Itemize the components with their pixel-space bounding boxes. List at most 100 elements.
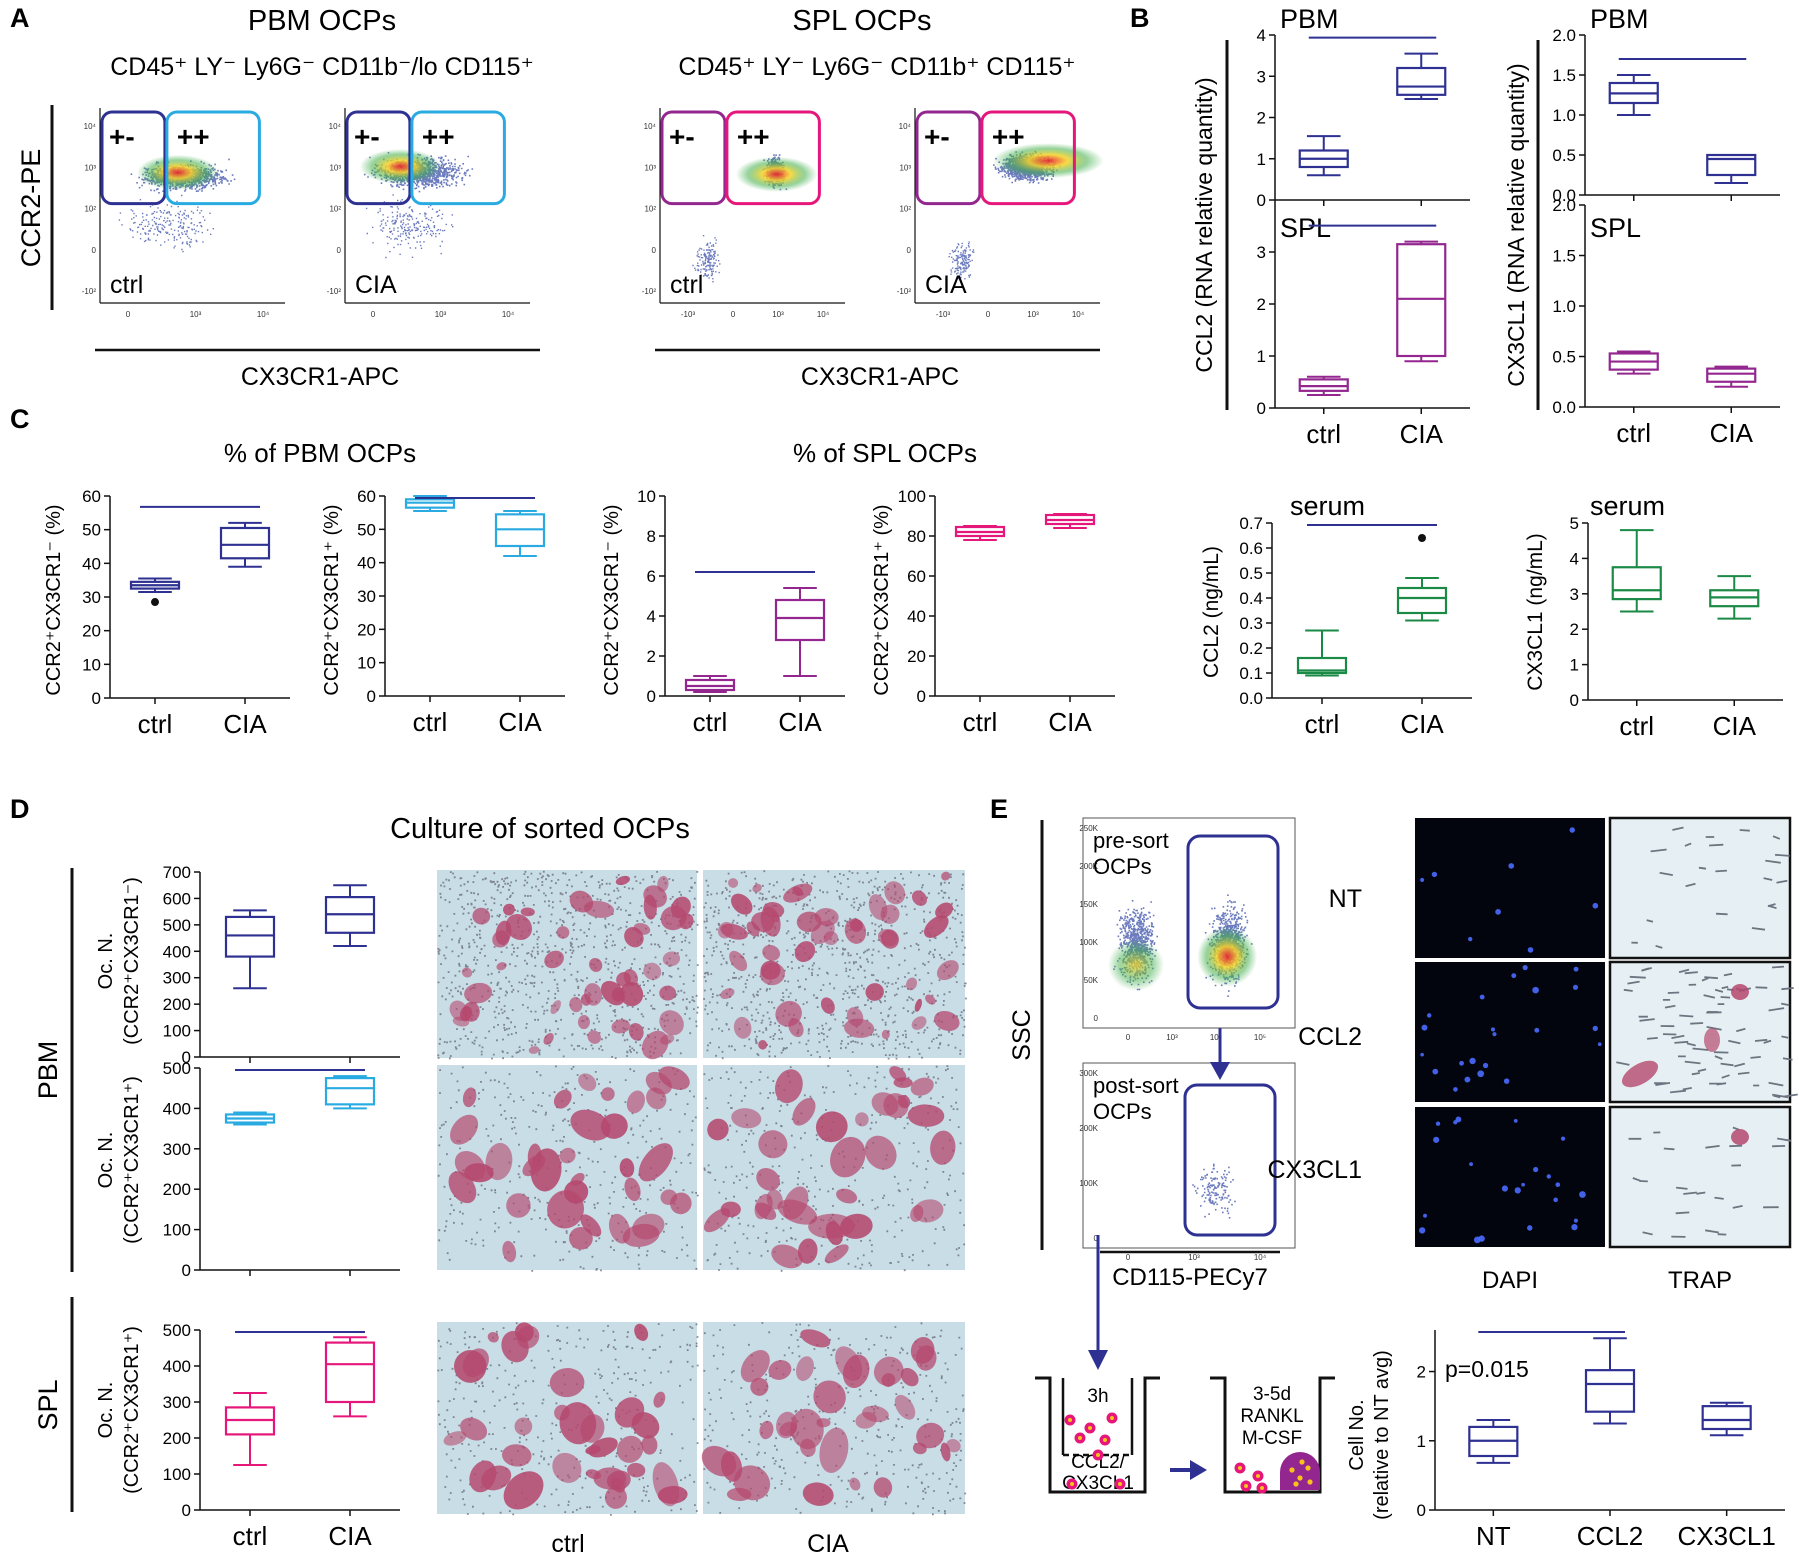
y-tick-label: 20 xyxy=(907,647,926,666)
flow-y-tick: 0 xyxy=(92,246,97,255)
trap-positive-cell xyxy=(614,1397,645,1428)
dapi-nucleus xyxy=(1490,1027,1496,1032)
y-tick-label: 40 xyxy=(82,554,101,573)
pct-spl-ocps-title: % of SPL OCPs xyxy=(793,438,977,468)
y-tick-label: 2 xyxy=(1257,295,1266,314)
gate-plus-plus-label: ++ xyxy=(177,121,210,152)
sort-density-right xyxy=(1197,926,1258,987)
trap-positive-cell xyxy=(556,926,570,939)
iqr-box xyxy=(1396,243,1447,358)
trap-positive-cell xyxy=(569,1226,593,1250)
trap-positive-cell xyxy=(520,907,535,917)
iqr-box xyxy=(1296,656,1348,675)
trap-positive-cell xyxy=(611,987,624,1002)
sort-arrow-head xyxy=(1210,1062,1230,1080)
trap-positive-cell xyxy=(503,903,515,916)
trap-mononuclear xyxy=(1628,1126,1792,1238)
osteoclast-nucleus xyxy=(1307,1479,1313,1485)
y-tick-label: 60 xyxy=(357,487,376,506)
box-chart-c-pbm-pm: 0 10 20 30 40 50 60 ctrl CIA xyxy=(82,487,290,739)
flow-density xyxy=(992,143,1104,179)
trap-positive-cell xyxy=(559,1147,576,1164)
box-chart-c-spl-pm: 0 2 4 6 8 10 ctrl CIA xyxy=(637,487,845,737)
gate-plus-minus xyxy=(345,110,412,206)
flow-x-tick: 10³ xyxy=(1027,310,1039,319)
trap-positive-cell xyxy=(910,1336,935,1364)
trap-positive-cell xyxy=(717,921,734,939)
x-tick-label: CIA xyxy=(1400,709,1444,739)
box-ctrl xyxy=(684,675,736,693)
trap-positive-cell xyxy=(758,1039,768,1050)
trap-positive-cell xyxy=(487,1331,499,1343)
trap-positive-cell xyxy=(881,1029,890,1040)
trap-positive-cell xyxy=(883,1093,909,1119)
trap-positive-cell xyxy=(729,950,748,972)
gate-plus-minus xyxy=(915,110,982,206)
y-tick-label: 1 xyxy=(1257,150,1266,169)
condition-label: CIA xyxy=(355,271,397,299)
well-2 xyxy=(1210,1376,1335,1494)
x-tick-label: CIA xyxy=(1048,707,1092,737)
trap-positive-cell xyxy=(481,1465,512,1491)
ocp-cell-nucleus xyxy=(1256,1474,1260,1478)
y-tick-label: 0 xyxy=(1257,399,1266,418)
trap-positive-cell xyxy=(659,1034,675,1045)
trap-positive-cell xyxy=(580,1214,602,1237)
trap-positive-cell xyxy=(768,1360,792,1380)
box-chart-d-pbm-pm: 0 100 200 300 400 500 600 700 xyxy=(163,863,400,1067)
trap-positive-cell xyxy=(849,919,863,932)
ocp-cell-nucleus xyxy=(1103,1438,1107,1442)
gate-plus-plus xyxy=(410,110,506,206)
trap-positive-cell xyxy=(819,1427,849,1473)
y-tick-label: 0.4 xyxy=(1239,589,1263,608)
box-ctrl xyxy=(224,1392,276,1466)
gate-plus-plus xyxy=(725,110,821,206)
gate-plus-minus-label: +- xyxy=(669,121,695,152)
trap-positive-cell xyxy=(615,875,630,886)
trap-positive-cell xyxy=(620,982,644,1007)
trap-positive-cell xyxy=(645,1071,672,1095)
well-1-time: 3h xyxy=(1087,1386,1108,1407)
trap-positive-cell xyxy=(726,1487,752,1501)
pvalue-label: p=0.015 xyxy=(1445,1356,1529,1382)
trap-positive-cell xyxy=(762,944,781,961)
trap-positive-cell xyxy=(900,1367,919,1387)
trap-positive-cell xyxy=(641,1435,658,1455)
trap-positive-cell xyxy=(1731,1129,1749,1145)
trap-positive-cell xyxy=(940,1442,951,1462)
flow-y-tick: -10² xyxy=(642,287,657,296)
dapi-nucleus xyxy=(1433,1136,1440,1143)
trap-positive-cell xyxy=(916,1422,945,1449)
trap-image xyxy=(1608,1105,1792,1249)
trap-positive-cell xyxy=(941,871,951,881)
d-img-ctrl-label: ctrl xyxy=(551,1530,584,1558)
trap-positive-cell xyxy=(946,1439,961,1453)
trap-positive-cell xyxy=(873,1356,904,1386)
y-tick-label: 0.7 xyxy=(1239,514,1263,533)
trap-positive-cell xyxy=(766,1189,783,1210)
gate-plus-minus-label: +- xyxy=(109,121,135,152)
trap-positive-cell xyxy=(657,875,669,892)
trap-positive-cell xyxy=(759,1420,774,1440)
well-2-label-3: M-CSF xyxy=(1242,1428,1302,1449)
trap-positive-cell xyxy=(670,1192,692,1215)
y-tick-label: 10 xyxy=(637,487,656,506)
trap-positive-cell xyxy=(608,1213,631,1244)
trap-positive-cell xyxy=(911,890,927,906)
trap-positive-cell xyxy=(601,1087,615,1101)
y-tick-label: 0 xyxy=(647,687,656,706)
sort-y-tick: 250K xyxy=(1079,824,1098,833)
box-ctrl xyxy=(1298,375,1349,396)
trap-positive-cell xyxy=(495,920,512,945)
trap-positive-cell xyxy=(448,1171,477,1204)
dapi-nucleus xyxy=(1573,966,1579,972)
y-tick-label: 2.0 xyxy=(1552,196,1576,215)
dapi-nucleus xyxy=(1468,936,1473,942)
condition-label: CIA xyxy=(925,271,967,299)
trap-positive-cell xyxy=(934,1010,960,1031)
dapi-nucleus xyxy=(1477,1070,1485,1078)
b-spl-label-right: SPL xyxy=(1590,213,1641,243)
flow-x-tick: 10⁴ xyxy=(502,310,515,319)
flow-density xyxy=(735,156,818,192)
trap-positive-cell xyxy=(628,1022,644,1041)
